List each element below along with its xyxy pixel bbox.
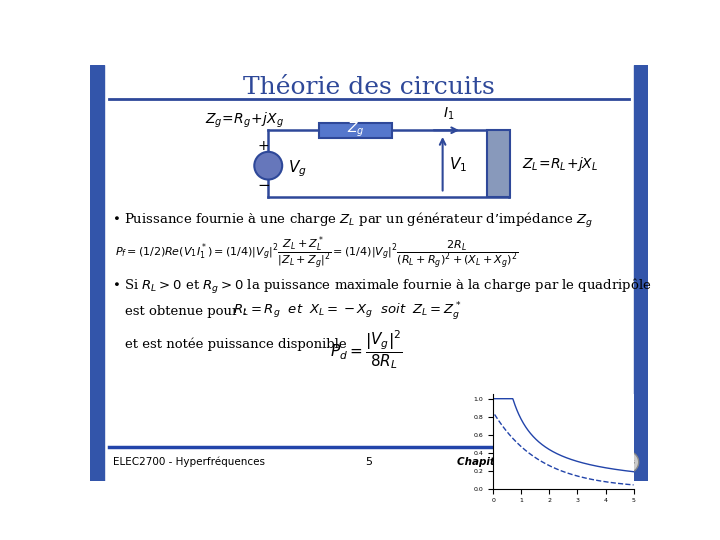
Text: Théorie des circuits: Théorie des circuits	[243, 76, 495, 99]
Circle shape	[617, 451, 639, 473]
Bar	[90, 65, 104, 481]
Text: est obtenue pour :: est obtenue pour :	[125, 305, 247, 318]
Text: $Z_g\!=\!R_g\!+\!jX_g$: $Z_g\!=\!R_g\!+\!jX_g$	[204, 111, 284, 130]
Bar	[319, 123, 392, 138]
Text: −: −	[257, 178, 270, 193]
Text: Chapitre 1: Introduction: Chapitre 1: Introduction	[456, 457, 598, 467]
Bar	[487, 130, 510, 197]
Text: $V_1$: $V_1$	[449, 156, 467, 174]
Text: et est notée puissance disponible: et est notée puissance disponible	[125, 338, 346, 351]
Text: $Z_g$: $Z_g$	[346, 121, 364, 139]
Text: +: +	[258, 139, 269, 153]
Text: ELEC2700 - Hyperfréquences: ELEC2700 - Hyperfréquences	[113, 457, 265, 467]
Text: • Si $R_L > 0$ et $R_g> 0$ la puissance maximale fournie à la charge par le quad: • Si $R_L > 0$ et $R_g> 0$ la puissance …	[112, 277, 652, 296]
Text: $I_1$: $I_1$	[443, 105, 454, 122]
Text: $V_g$: $V_g$	[289, 158, 307, 179]
Text: $Z_L\!=\!R_L\!+\!jX_L$: $Z_L\!=\!R_L\!+\!jX_L$	[523, 155, 599, 173]
Text: $P_d = \dfrac{\left|V_g\right|^2}{8R_L}$: $P_d = \dfrac{\left|V_g\right|^2}{8R_L}$	[330, 328, 403, 371]
Text: 5: 5	[366, 457, 372, 467]
Text: INRS: INRS	[621, 460, 635, 464]
Text: $P_f = (1/2)Re(V_1I_1^*) = (1/4)\left|V_g\right|^2\dfrac{Z_L + Z_L^*}{\left|Z_L : $P_f = (1/2)Re(V_1I_1^*) = (1/4)\left|V_…	[114, 235, 518, 272]
Text: • Puissance fournie à une charge $Z_L$ par un générateur d’impédance $Z_g$: • Puissance fournie à une charge $Z_L$ p…	[112, 211, 593, 230]
Text: $R_L = R_g$  $et$  $X_L = -X_g$  $soit$  $Z_L = Z_g^*$: $R_L = R_g$ $et$ $X_L = -X_g$ $soit$ $Z_…	[233, 300, 462, 322]
Bar	[634, 65, 648, 481]
Circle shape	[254, 152, 282, 179]
